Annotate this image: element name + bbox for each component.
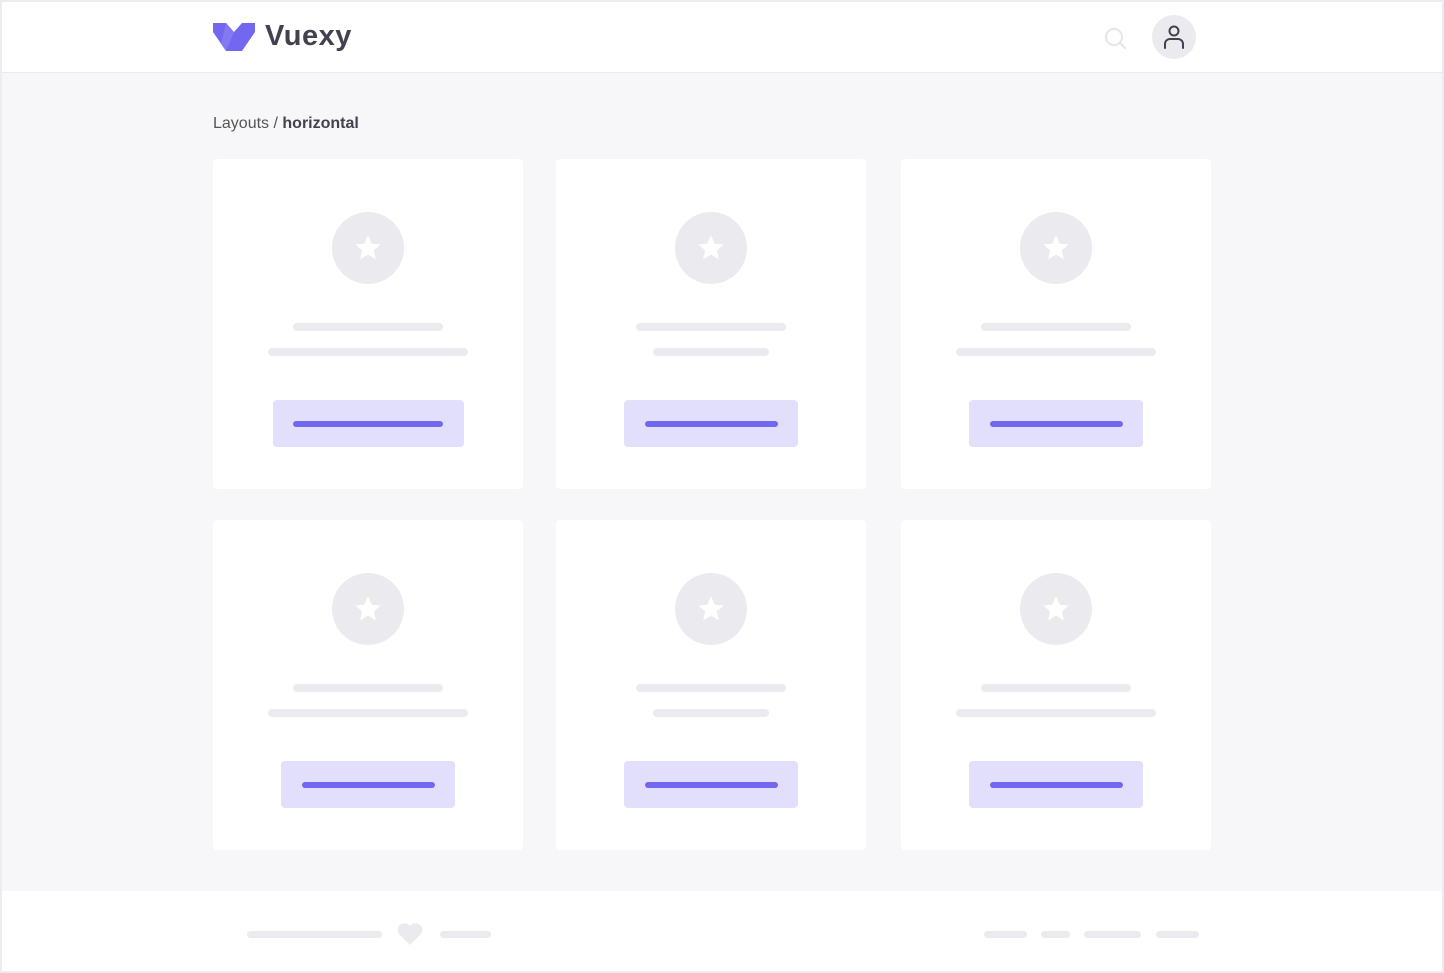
star-icon: [1043, 596, 1069, 621]
card-avatar: [1020, 573, 1092, 645]
placeholder-card: [556, 159, 866, 489]
card-avatar: [332, 212, 404, 284]
star-icon: [1043, 235, 1069, 260]
card-avatar: [675, 212, 747, 284]
vuexy-logo-icon[interactable]: [213, 22, 255, 52]
card-button-label-placeholder: [301, 781, 435, 788]
card-avatar: [1020, 212, 1092, 284]
breadcrumb-separator: /: [269, 115, 283, 132]
footer-link-placeholder[interactable]: [1156, 931, 1199, 938]
breadcrumb-parent[interactable]: Layouts: [213, 115, 270, 132]
card-button[interactable]: [281, 761, 455, 808]
breadcrumb: Layouts / horizontal: [213, 115, 359, 133]
card-button-label-placeholder: [989, 420, 1123, 427]
card-title-placeholder: [636, 323, 786, 331]
star-icon: [698, 235, 724, 260]
card-button[interactable]: [272, 400, 464, 447]
card-button[interactable]: [969, 400, 1143, 447]
placeholder-card: [213, 520, 523, 850]
card-button-label-placeholder: [989, 781, 1123, 788]
footer: [2, 891, 1442, 971]
card-button[interactable]: [624, 761, 798, 808]
card-text-placeholder: [268, 709, 468, 717]
card-title-placeholder: [636, 684, 786, 692]
card-avatar: [675, 573, 747, 645]
user-icon: [1164, 25, 1184, 49]
placeholder-card: [901, 520, 1211, 850]
card-title-placeholder: [293, 684, 443, 692]
card-title-placeholder: [981, 684, 1131, 692]
placeholder-card: [556, 520, 866, 850]
placeholder-card: [901, 159, 1211, 489]
heart-icon: [397, 923, 423, 945]
card-button-label-placeholder: [644, 420, 778, 427]
user-avatar[interactable]: [1152, 15, 1196, 59]
card-button[interactable]: [969, 761, 1143, 808]
top-navbar: Vuexy: [2, 2, 1442, 73]
star-icon: [355, 235, 381, 260]
card-text-placeholder: [653, 348, 769, 356]
star-icon: [698, 596, 724, 621]
card-button-label-placeholder: [293, 420, 443, 427]
star-icon: [355, 596, 381, 621]
card-text-placeholder: [956, 709, 1156, 717]
footer-link-placeholder[interactable]: [1041, 931, 1070, 938]
footer-link-placeholder[interactable]: [984, 931, 1027, 938]
card-title-placeholder: [293, 323, 443, 331]
card-text-placeholder: [956, 348, 1156, 356]
footer-placeholder-text: [247, 931, 382, 938]
search-icon[interactable]: [1104, 27, 1128, 51]
card-title-placeholder: [981, 323, 1131, 331]
breadcrumb-current: horizontal: [282, 115, 359, 132]
card-button[interactable]: [624, 400, 798, 447]
card-button-label-placeholder: [644, 781, 778, 788]
footer-link-placeholder[interactable]: [1084, 931, 1141, 938]
card-avatar: [332, 573, 404, 645]
brand-name[interactable]: Vuexy: [265, 20, 352, 52]
card-text-placeholder: [268, 348, 468, 356]
card-text-placeholder: [653, 709, 769, 717]
footer-placeholder-text: [440, 931, 491, 938]
placeholder-card: [213, 159, 523, 489]
